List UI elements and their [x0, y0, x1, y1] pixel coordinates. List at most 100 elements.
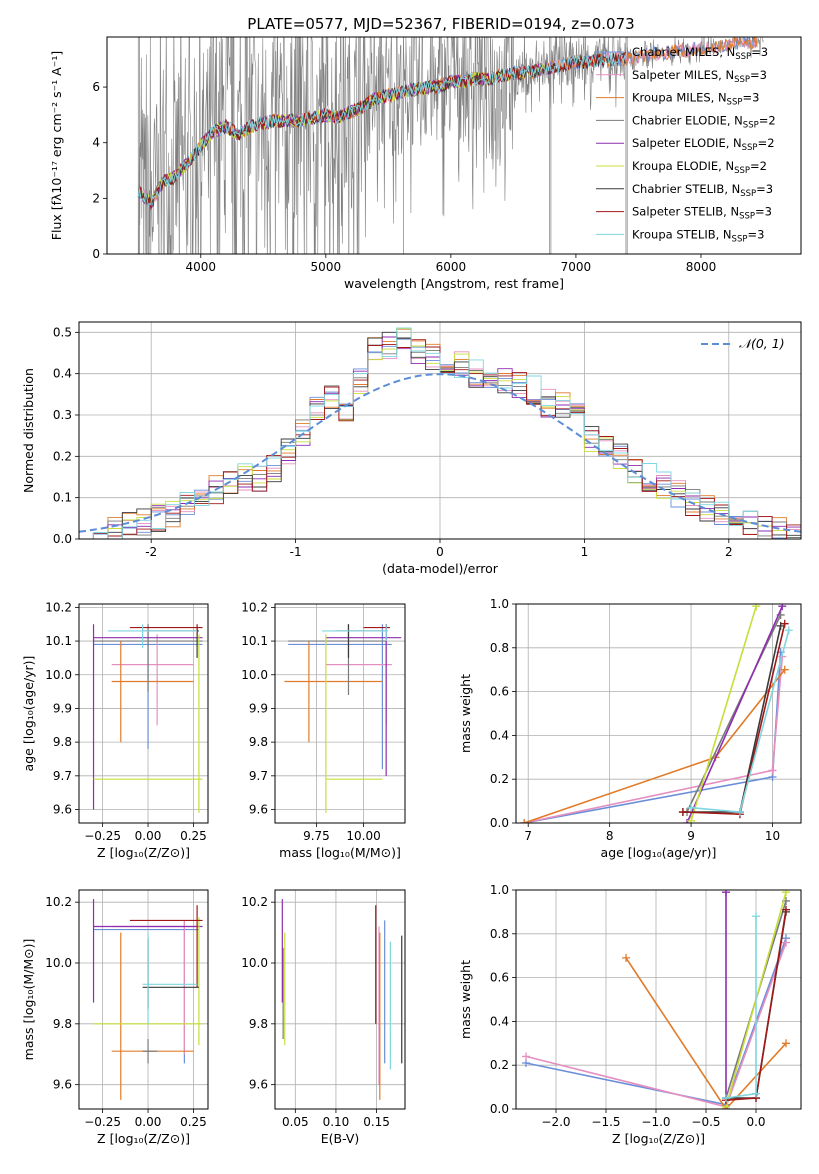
y-tick-label: 9.8 [53, 735, 72, 749]
x-tick-label: -1 [290, 545, 302, 559]
series-kroupa_stelib [725, 916, 757, 1099]
marker-kroupa_stelib [722, 1094, 730, 1103]
x-tick-label: −2.0 [541, 1115, 570, 1129]
grid [275, 890, 405, 1109]
x-tick-label: 9.75 [303, 829, 330, 843]
normal-curve [79, 373, 801, 533]
y-tick-label: 9.8 [249, 1017, 268, 1031]
series-kroupa_miles [523, 669, 786, 823]
marker-kroupa_miles [622, 953, 630, 962]
x-axis-label: Z [log₁₀(Z/Z⊙)] [97, 1131, 190, 1146]
marker-kroupa_stelib [784, 626, 793, 635]
x-tick-label: 0 [436, 545, 444, 559]
y-tick-label: 0.4 [490, 728, 509, 742]
y-tick-label: 0 [92, 247, 100, 261]
y-tick-label: 10.2 [45, 600, 72, 614]
axes-frame [78, 603, 209, 824]
plot-area [275, 604, 405, 823]
x-tick-label: 8 [606, 829, 614, 843]
x-tick-label: 4000 [186, 260, 217, 274]
x-axis-label: (data-model)/error [382, 561, 499, 576]
x-axis-label: Z [log₁₀(Z/Z⊙)] [612, 1131, 705, 1146]
x-tick-label: −0.25 [84, 829, 121, 843]
marker-salpeter_miles [768, 766, 777, 775]
y-tick-label: 9.8 [249, 735, 268, 749]
x-tick-label: 1 [581, 545, 589, 559]
y-tick-label: 10.0 [241, 956, 268, 970]
y-tick-label: 0.2 [53, 449, 72, 463]
x-tick-label: 6000 [436, 260, 467, 274]
marker-kroupa_stelib [735, 808, 744, 817]
axes-frame [274, 889, 406, 1110]
legend-label-chabrier_miles: Chabrier MILES, NSSP=3 [632, 45, 768, 62]
y-axis-label: age [log₁₀(age/yr)] [21, 656, 36, 772]
x-tick-label: 2 [725, 545, 733, 559]
marker-salpeter_elodie [778, 604, 787, 611]
y-tick-label: 2 [92, 191, 100, 205]
x-tick-label: 7000 [561, 260, 592, 274]
plot-mass-vs-Z: −0.25 0.00 0.25 9.6 9.8 10.0 10.2 Z [log₁₀(Z/Z⊙… [21, 889, 209, 1146]
x-tick-label: 0.10 [323, 1115, 350, 1129]
marker-kroupa_elodie [687, 816, 696, 823]
x-tick-label: 0.05 [282, 1115, 309, 1129]
y-tick-label: 0.4 [490, 1014, 509, 1028]
marker-kroupa_miles [780, 665, 789, 674]
plot-area [79, 604, 208, 823]
y-tick-label: 0.6 [490, 971, 509, 985]
y-tick-label: 0.0 [53, 532, 72, 546]
series-kroupa_elodie [690, 605, 757, 822]
marker-salpeter_stelib [782, 905, 790, 914]
y-tick-label: 4 [92, 136, 100, 150]
y-axis-label: Normed distribution [21, 368, 36, 493]
y-tick-label: 9.8 [53, 1017, 72, 1031]
x-tick-label: 10 [765, 829, 780, 843]
x-tick-label: 7 [524, 829, 532, 843]
marker-salpeter_elodie [722, 890, 730, 897]
legend-label-kroupa_elodie: Kroupa ELODIE, NSSP=2 [632, 159, 767, 176]
marker-salpeter_miles [522, 1052, 530, 1061]
x-tick-label: −0.25 [84, 1115, 121, 1129]
legend-label-kroupa_stelib: Kroupa STELIB, NSSP=3 [632, 227, 764, 244]
plot-area [516, 890, 801, 1109]
y-tick-label: 10.1 [45, 634, 72, 648]
plot-age-vs-mass: 9.75 10.00 9.6 9.7 9.8 9.9 10.0 10.1 10.2 mass [l… [241, 600, 406, 860]
y-tick-label: 0.2 [490, 1058, 509, 1072]
legend-label-salpeter_stelib: Salpeter STELIB, NSSP=3 [632, 205, 772, 222]
histogram-kroupa_stelib [79, 327, 801, 539]
y-axis-label: mass [log₁₀(M/M⊙)] [21, 939, 36, 1061]
y-tick-label: 9.7 [53, 769, 72, 783]
axes-frame [106, 36, 802, 255]
series-kroupa_miles [625, 957, 787, 1109]
legend-label-kroupa_miles: Kroupa MILES, NSSP=3 [632, 91, 759, 108]
y-tick-label: 0.0 [490, 1102, 509, 1116]
plot-area [275, 890, 405, 1109]
marker-kroupa_stelib [752, 1089, 760, 1098]
marker-salpeter_miles [782, 938, 790, 947]
series-chabrier_elodie [686, 614, 782, 813]
plot-area [79, 890, 208, 1109]
y-tick-label: 10.0 [45, 956, 72, 970]
x-tick-label: 0.00 [135, 829, 162, 843]
legend-label-chabrier_stelib: Chabrier STELIB, NSSP=3 [632, 182, 773, 199]
x-tick-label: 5000 [311, 260, 342, 274]
y-tick-label: 9.6 [249, 1078, 268, 1092]
y-tick-label: 1.0 [490, 883, 509, 897]
model-kroupa_stelib [137, 52, 627, 209]
y-tick-label: 9.6 [53, 1078, 72, 1092]
y-tick-label: 0.4 [53, 367, 72, 381]
x-tick-label: −0.5 [691, 1115, 720, 1129]
grid [79, 604, 208, 823]
axes-frame [274, 603, 406, 824]
marker-salpeter_stelib [678, 808, 687, 817]
y-tick-label: 0.6 [490, 685, 509, 699]
series-chabrier_miles [523, 652, 782, 823]
series-salpeter_elodie [686, 605, 784, 823]
axes-frame [515, 603, 802, 824]
y-tick-label: 0.8 [490, 927, 509, 941]
plot-area [516, 604, 801, 823]
x-tick-label: 9 [687, 829, 695, 843]
grid [79, 890, 208, 1109]
x-axis-label: Z [log₁₀(Z/Z⊙)] [97, 845, 190, 860]
y-tick-label: 0.0 [490, 816, 509, 830]
